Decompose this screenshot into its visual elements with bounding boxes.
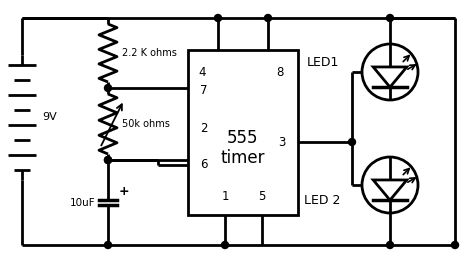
Text: timer: timer [221, 149, 265, 167]
Bar [188, 50, 298, 215]
Text: 555: 555 [227, 129, 259, 147]
Circle shape [104, 156, 111, 164]
Circle shape [104, 241, 111, 249]
Text: 10uF: 10uF [69, 198, 95, 207]
Text: 2.2 K ohms: 2.2 K ohms [122, 48, 177, 58]
Circle shape [386, 241, 393, 249]
Circle shape [215, 15, 221, 21]
Circle shape [221, 241, 228, 249]
Circle shape [104, 84, 111, 92]
Text: 9V: 9V [42, 113, 57, 122]
Text: 6: 6 [200, 158, 208, 172]
Circle shape [104, 156, 111, 164]
Text: 3: 3 [279, 136, 286, 149]
Text: 7: 7 [200, 84, 208, 96]
Text: LED 2: LED 2 [304, 193, 340, 207]
Text: 5: 5 [258, 190, 266, 203]
Text: 2: 2 [200, 121, 208, 135]
Text: +: + [119, 185, 129, 198]
Text: 50k ohms: 50k ohms [122, 119, 170, 129]
Text: LED1: LED1 [307, 56, 339, 68]
Circle shape [264, 15, 272, 21]
Circle shape [386, 15, 393, 21]
Circle shape [348, 138, 356, 145]
Text: 1: 1 [221, 190, 229, 203]
Circle shape [452, 241, 458, 249]
Text: 8: 8 [276, 66, 283, 79]
Text: 4: 4 [198, 66, 206, 79]
